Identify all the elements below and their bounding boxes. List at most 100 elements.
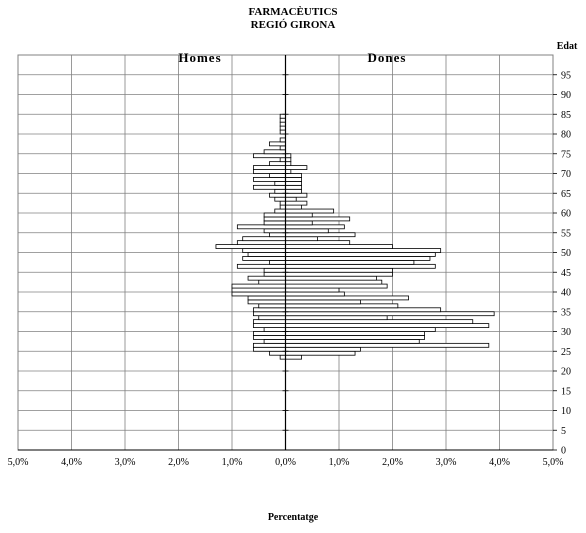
bar-dones bbox=[285, 283, 388, 289]
bar-dones bbox=[285, 153, 292, 159]
bar-homes bbox=[252, 342, 286, 348]
bar-dones bbox=[285, 323, 490, 328]
bar-dones bbox=[285, 346, 361, 352]
bar-dones bbox=[285, 327, 436, 332]
bar-dones bbox=[285, 188, 302, 194]
bar-homes bbox=[252, 346, 286, 352]
bar-dones bbox=[285, 169, 292, 174]
y-tick-label: 70 bbox=[561, 169, 571, 180]
y-tick-label: 0 bbox=[561, 446, 566, 457]
bar-homes bbox=[252, 165, 286, 170]
bar-dones bbox=[285, 224, 345, 230]
chart-subtitle: REGIÓ GIRONA bbox=[250, 19, 336, 31]
bar-homes bbox=[274, 196, 286, 202]
bar-homes bbox=[252, 323, 286, 328]
y-tick-label: 60 bbox=[561, 209, 571, 220]
bar-dones bbox=[285, 208, 335, 214]
bar-homes bbox=[258, 303, 286, 309]
axes: 5,0% 4,0% 3,0% 2,0% 1,0% 0,0% 1,0% 2,0% 3,0% 4,0%… bbox=[8, 55, 571, 468]
bar-homes bbox=[263, 228, 286, 234]
x-tick-label: 5,0% bbox=[543, 457, 564, 468]
bar-dones bbox=[285, 299, 361, 305]
x-axis-label: Percentatge bbox=[267, 512, 319, 523]
x-tick-label: 0,0% bbox=[275, 457, 296, 468]
bar-dones bbox=[285, 184, 302, 190]
y-tick-label: 5 bbox=[561, 426, 566, 437]
bar-homes bbox=[279, 200, 286, 206]
bar-dones bbox=[285, 180, 302, 186]
bar-dones bbox=[285, 263, 436, 269]
bar-homes bbox=[279, 113, 286, 119]
bar-homes bbox=[247, 299, 286, 305]
x-tick-label: 4,0% bbox=[489, 457, 510, 468]
y-tick-label: 90 bbox=[561, 90, 571, 101]
x-tick-label: 3,0% bbox=[115, 457, 136, 468]
y-tick-label: 95 bbox=[561, 70, 571, 81]
y-tick-label: 50 bbox=[561, 248, 571, 259]
bar-homes bbox=[274, 208, 286, 214]
bar-dones bbox=[285, 192, 308, 198]
bar-homes bbox=[247, 252, 286, 257]
bar-dones bbox=[285, 240, 351, 245]
bar-homes bbox=[269, 161, 286, 166]
bar-dones bbox=[285, 291, 345, 297]
bar-homes bbox=[252, 153, 286, 159]
x-tick-label: 5,0% bbox=[8, 457, 29, 468]
bar-homes bbox=[269, 173, 286, 178]
bar-homes bbox=[252, 319, 286, 324]
y-axis-label: Edat bbox=[557, 41, 578, 52]
bar-homes bbox=[269, 141, 286, 147]
bar-dones bbox=[285, 335, 426, 340]
chart-title: FARMACÈUTICS bbox=[248, 6, 338, 18]
bar-homes bbox=[252, 335, 286, 340]
bar-dones bbox=[285, 338, 420, 344]
bar-homes bbox=[247, 295, 286, 301]
bar-homes bbox=[231, 283, 286, 289]
bar-dones bbox=[285, 244, 393, 249]
y-tick-label: 35 bbox=[561, 307, 571, 318]
bar-homes bbox=[263, 220, 286, 226]
bar-homes bbox=[279, 354, 286, 360]
bar-homes bbox=[252, 184, 286, 190]
bar-homes bbox=[231, 291, 286, 297]
bar-homes bbox=[274, 188, 286, 194]
y-tick-label: 80 bbox=[561, 130, 571, 141]
bar-dones bbox=[285, 212, 313, 218]
y-tick-label: 40 bbox=[561, 288, 571, 299]
bar-dones bbox=[285, 236, 318, 242]
bar-dones bbox=[285, 173, 302, 178]
bar-dones bbox=[285, 331, 426, 336]
bar-homes bbox=[279, 117, 286, 123]
bar-dones bbox=[285, 311, 495, 317]
bar-dones bbox=[285, 232, 356, 238]
bar-homes bbox=[263, 267, 286, 273]
bar-homes bbox=[263, 212, 286, 218]
bar-homes bbox=[247, 275, 286, 281]
bar-homes bbox=[252, 311, 286, 317]
y-tick-label: 55 bbox=[561, 228, 571, 239]
bar-homes bbox=[242, 256, 286, 261]
bar-dones bbox=[285, 259, 415, 265]
bar-homes bbox=[279, 125, 286, 131]
bar-dones bbox=[285, 204, 302, 210]
bar-dones bbox=[285, 315, 388, 321]
bar-homes bbox=[279, 121, 286, 127]
bar-homes bbox=[279, 145, 286, 151]
bar-homes bbox=[236, 263, 286, 269]
bar-homes bbox=[236, 224, 286, 230]
y-tick-label: 30 bbox=[561, 327, 571, 338]
bar-homes bbox=[279, 204, 286, 210]
y-tick-label: 65 bbox=[561, 189, 571, 200]
y-tick-label: 15 bbox=[561, 386, 571, 397]
bar-dones bbox=[285, 161, 292, 166]
x-tick-label: 2,0% bbox=[382, 457, 403, 468]
bars bbox=[215, 113, 495, 360]
bar-dones bbox=[285, 200, 308, 206]
bar-dones bbox=[285, 216, 351, 222]
bar-homes bbox=[215, 244, 286, 249]
bar-homes bbox=[263, 271, 286, 277]
x-tick-label: 1,0% bbox=[222, 457, 243, 468]
bar-dones bbox=[285, 157, 292, 163]
bar-homes bbox=[242, 236, 286, 242]
